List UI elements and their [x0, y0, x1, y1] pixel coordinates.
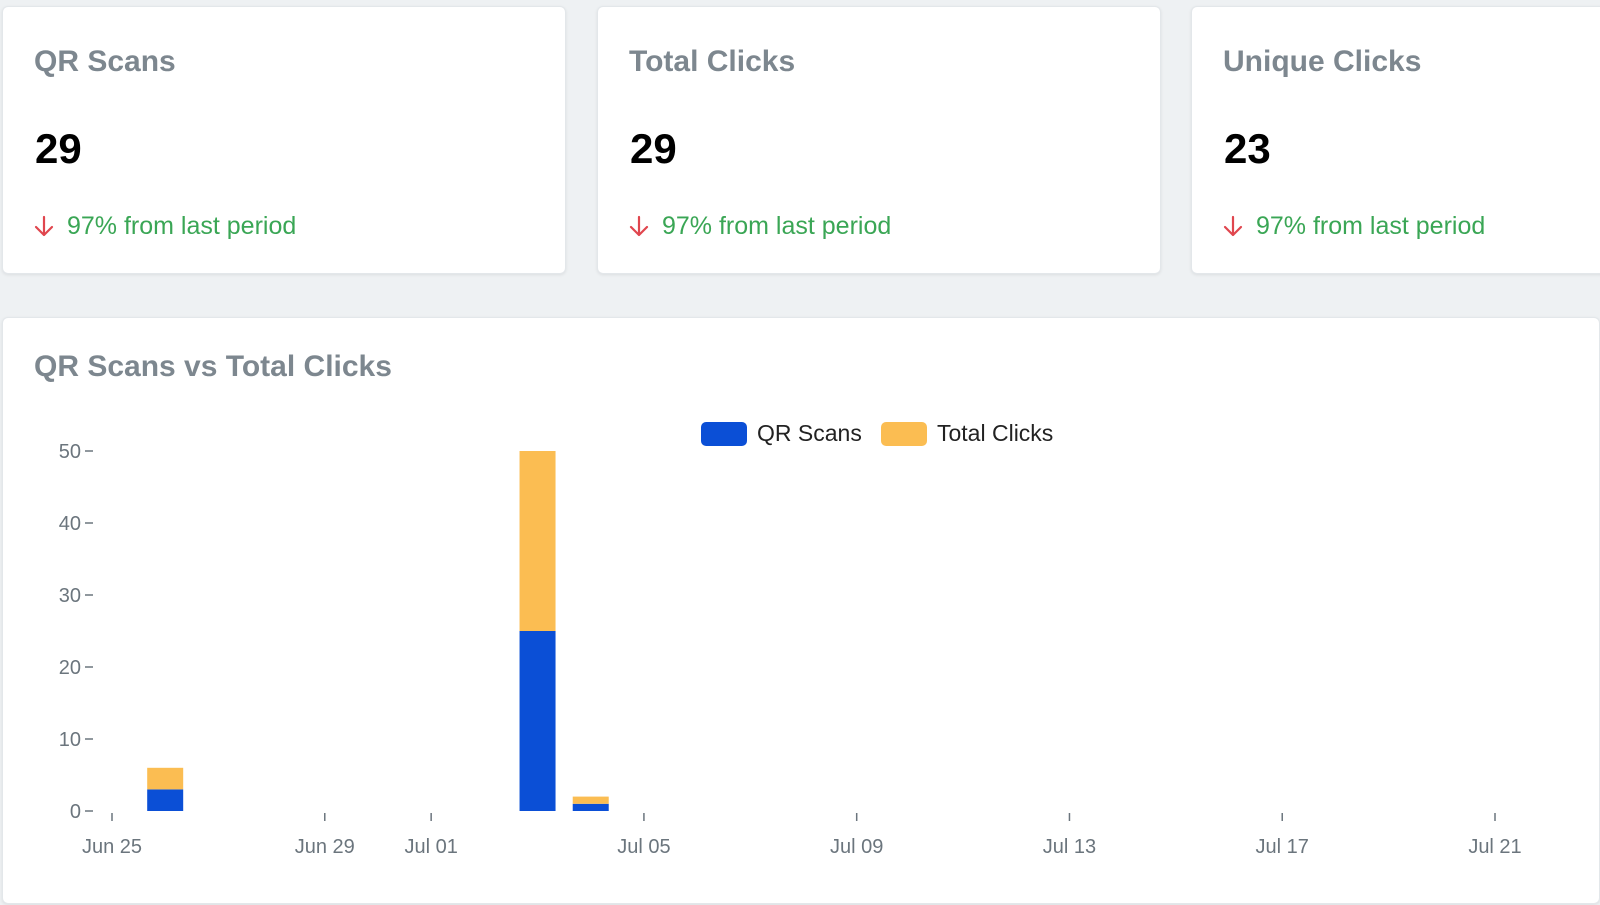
chart-card: QR Scans vs Total Clicks 0 10 20 30 40 50 Jun … — [2, 317, 1600, 904]
bar-total-clicks[interactable] — [572, 796, 609, 804]
stat-change: 97% from last period — [33, 212, 296, 241]
x-tick-label: Jun 29 — [295, 836, 355, 858]
x-tick-label: Jul 21 — [1468, 836, 1521, 858]
stat-value: 23 — [1224, 125, 1271, 172]
down-arrow-icon — [629, 215, 649, 236]
stat-card-qr-scans: QR Scans 29 97% from last period — [2, 6, 566, 274]
x-tick-label: Jun 25 — [82, 836, 142, 858]
stat-value: 29 — [35, 125, 82, 172]
stat-title: Unique Clicks — [1223, 45, 1422, 78]
legend-swatch — [881, 422, 927, 446]
y-tick-label: 30 — [59, 585, 81, 607]
y-tick-label: 20 — [59, 657, 81, 679]
chart-title: QR Scans vs Total Clicks — [34, 350, 392, 383]
stat-title: Total Clicks — [629, 45, 796, 78]
y-tick-label: 10 — [59, 729, 81, 751]
y-tick-label: 50 — [59, 441, 81, 463]
stat-change: 97% from last period — [1222, 212, 1485, 241]
y-tick-label: 0 — [70, 801, 81, 823]
bar-total-clicks[interactable] — [519, 451, 556, 631]
stat-card-total-clicks: Total Clicks 29 97% from last period — [597, 6, 1161, 274]
legend-label: Total Clicks — [937, 420, 1053, 446]
x-tick-label: Jul 05 — [617, 836, 670, 858]
y-tick-label: 40 — [59, 513, 81, 535]
stat-change: 97% from last period — [628, 212, 891, 241]
down-arrow-icon — [1223, 215, 1243, 236]
legend-swatch — [701, 422, 747, 446]
change-text: 97% from last period — [662, 212, 892, 240]
x-tick-label: Jul 01 — [404, 836, 457, 858]
stat-title: QR Scans — [34, 45, 176, 78]
x-tick-label: Jul 09 — [830, 836, 883, 858]
x-tick-label: Jul 17 — [1256, 836, 1309, 858]
stat-value: 29 — [630, 125, 677, 172]
bar-qr-scans[interactable] — [572, 803, 609, 811]
bar-total-clicks[interactable] — [147, 767, 184, 790]
bar-chart: 0 10 20 30 40 50 Jun 25 Jun 29 Jul 01 Jul 05 Jul 0… — [59, 420, 1522, 858]
bar-qr-scans[interactable] — [147, 789, 184, 811]
change-text: 97% from last period — [67, 212, 297, 240]
legend-label: QR Scans — [757, 420, 862, 446]
x-tick-label: Jul 13 — [1043, 836, 1096, 858]
change-text: 97% from last period — [1256, 212, 1486, 240]
down-arrow-icon — [34, 215, 54, 236]
bar-qr-scans[interactable] — [519, 631, 556, 811]
stat-card-unique-clicks: Unique Clicks 23 97% from last period — [1191, 6, 1600, 274]
